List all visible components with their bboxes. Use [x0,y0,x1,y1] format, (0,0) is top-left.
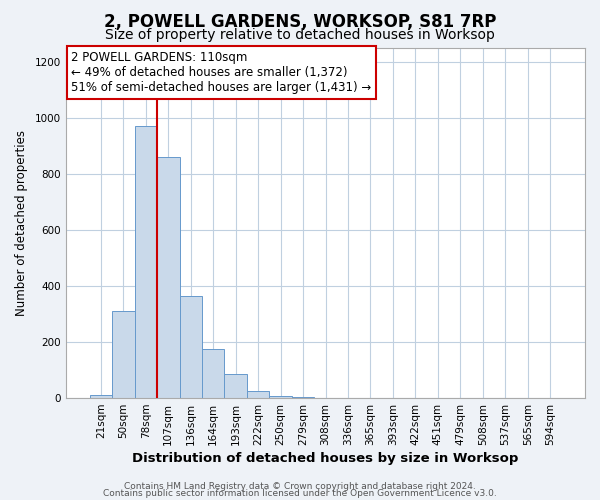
Text: 2 POWELL GARDENS: 110sqm
← 49% of detached houses are smaller (1,372)
51% of sem: 2 POWELL GARDENS: 110sqm ← 49% of detach… [71,51,371,94]
X-axis label: Distribution of detached houses by size in Worksop: Distribution of detached houses by size … [133,452,519,465]
Text: Contains public sector information licensed under the Open Government Licence v3: Contains public sector information licen… [103,489,497,498]
Bar [292,397,314,398]
Y-axis label: Number of detached properties: Number of detached properties [15,130,28,316]
Bar [134,126,157,398]
Text: Size of property relative to detached houses in Worksop: Size of property relative to detached ho… [105,28,495,42]
Bar [157,157,179,398]
Bar [89,396,112,398]
Text: Contains HM Land Registry data © Crown copyright and database right 2024.: Contains HM Land Registry data © Crown c… [124,482,476,491]
Bar [224,374,247,398]
Bar [179,296,202,398]
Bar [247,391,269,398]
Bar [202,349,224,398]
Text: 2, POWELL GARDENS, WORKSOP, S81 7RP: 2, POWELL GARDENS, WORKSOP, S81 7RP [104,12,496,30]
Bar [269,396,292,398]
Bar [112,311,134,398]
